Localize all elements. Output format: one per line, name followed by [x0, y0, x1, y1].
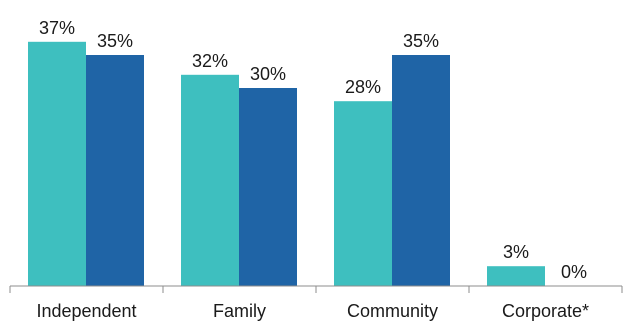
bars-group	[28, 41, 545, 286]
bar-community-series-a	[334, 101, 392, 286]
value-label-independent-series-a: 37%	[39, 18, 75, 38]
value-label-independent-series-b: 35%	[97, 31, 133, 51]
bar-independent-series-a	[28, 41, 86, 286]
value-label-family-series-a: 32%	[192, 51, 228, 71]
bar-corporate-series-a	[487, 266, 545, 286]
bar-family-series-b	[239, 88, 297, 286]
x-tick-labels-group: Independent Family Community Corporate*	[36, 301, 589, 321]
tick-label-community: Community	[347, 301, 438, 321]
bar-community-series-b	[392, 55, 450, 286]
tick-label-family: Family	[213, 301, 266, 321]
value-label-corporate-series-b: 0%	[561, 262, 587, 282]
value-labels-group: 37% 35% 32% 30% 28% 35% 3% 0%	[39, 18, 587, 282]
bar-independent-series-b	[86, 55, 144, 286]
x-axis	[9, 285, 623, 293]
tick-label-corporate: Corporate*	[502, 301, 589, 321]
bar-family-series-a	[181, 74, 239, 286]
value-label-corporate-series-a: 3%	[503, 242, 529, 262]
value-label-community-series-a: 28%	[345, 77, 381, 97]
tick-label-independent: Independent	[36, 301, 136, 321]
value-label-community-series-b: 35%	[403, 31, 439, 51]
value-label-family-series-b: 30%	[250, 64, 286, 84]
